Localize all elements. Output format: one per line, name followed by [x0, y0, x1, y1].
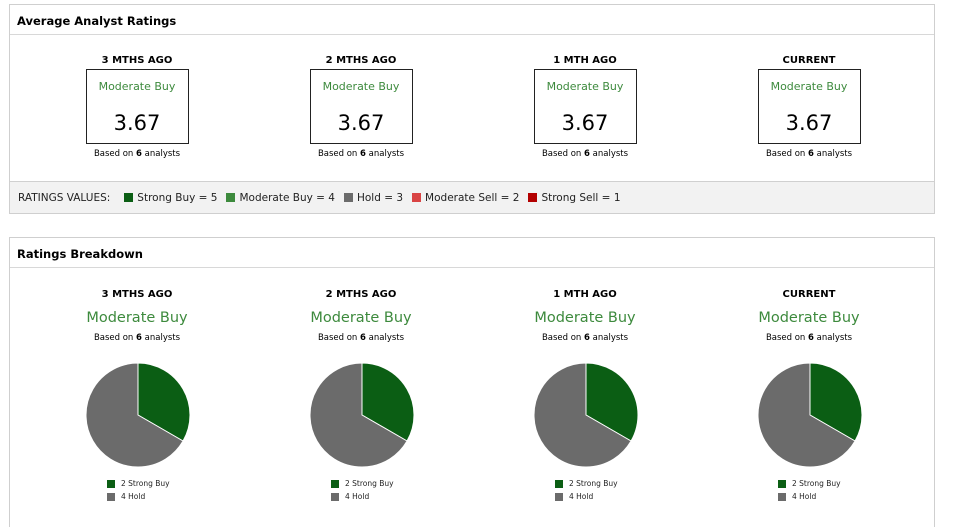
analyst-count-text: Based on 6 analysts	[93, 149, 181, 159]
pie-chart-2-months	[309, 362, 415, 468]
pie-slice-hold	[85, 362, 184, 468]
breakdown-column-3-months: 3 MTHS AGO Moderate Buy Based on 6 analy…	[57, 289, 217, 343]
pie-legend-item-hold: 4 Hold	[107, 490, 170, 503]
pie-slice-strong-buy	[137, 362, 191, 442]
breakdown-column-1-month: 1 MTH AGO Moderate Buy Based on 6 analys…	[505, 289, 665, 343]
swatch-icon	[107, 492, 115, 501]
swatch-icon	[555, 479, 563, 488]
avg-column-1-month: 1 MTH AGO Moderate Buy 3.67 Based on 6 a…	[505, 55, 665, 159]
average-ratings-panel: Average Analyst Ratings 3 MTHS AGO Moder…	[9, 4, 935, 214]
pie-chart-3-months	[85, 362, 191, 468]
analyst-count-text: Based on 6 analysts	[765, 149, 853, 159]
swatch-icon	[331, 479, 339, 488]
pie-legend: 2 Strong Buy 4 Hold	[778, 477, 841, 503]
pie-legend-item-hold: 4 Hold	[555, 490, 618, 503]
rating-box: Moderate Buy 3.67	[533, 69, 637, 144]
pie-legend-item-hold: 4 Hold	[331, 490, 394, 503]
pie-legend-item-strong-buy: 2 Strong Buy	[778, 477, 841, 490]
rating-label: Moderate Buy	[546, 80, 624, 93]
rating-score: 3.67	[785, 111, 833, 135]
rating-score: 3.67	[113, 111, 161, 135]
avg-column-3-months: 3 MTHS AGO Moderate Buy 3.67 Based on 6 …	[57, 55, 217, 159]
swatch-icon	[555, 492, 563, 501]
pie-legend-item-strong-buy: 2 Strong Buy	[331, 477, 394, 490]
analyst-count-text: Based on 6 analysts	[541, 333, 629, 343]
ratings-breakdown-title: Ratings Breakdown	[10, 238, 934, 268]
ratings-values-legend: RATINGS VALUES: Strong Buy = 5 Moderate …	[10, 181, 934, 213]
legend-title: RATINGS VALUES:	[18, 191, 111, 204]
breakdown-column-current: CURRENT Moderate Buy Based on 6 analysts	[729, 289, 889, 343]
swatch-icon	[226, 193, 236, 202]
period-label: 3 MTHS AGO	[101, 55, 173, 66]
period-label: 3 MTHS AGO	[101, 289, 173, 300]
pie-legend-item-strong-buy: 2 Strong Buy	[555, 477, 618, 490]
rating-label: Moderate Buy	[322, 80, 400, 93]
pie-slice-strong-buy	[361, 362, 415, 442]
rating-label: Moderate Buy	[770, 80, 848, 93]
pie-legend: 2 Strong Buy 4 Hold	[331, 477, 394, 503]
period-label: 1 MTH AGO	[553, 289, 617, 300]
swatch-icon	[412, 193, 422, 202]
average-ratings-title: Average Analyst Ratings	[10, 5, 934, 35]
swatch-icon	[778, 479, 786, 488]
pie-slice-hold	[757, 362, 856, 468]
analyst-count-text: Based on 6 analysts	[317, 149, 405, 159]
swatch-icon	[778, 492, 786, 501]
swatch-icon	[331, 492, 339, 501]
rating-label: Moderate Buy	[310, 310, 412, 326]
analyst-count-text: Based on 6 analysts	[541, 149, 629, 159]
pie-chart-1-month	[533, 362, 639, 468]
swatch-icon	[124, 193, 134, 202]
analyst-count-text: Based on 6 analysts	[93, 333, 181, 343]
pie-legend-item-strong-buy: 2 Strong Buy	[107, 477, 170, 490]
pie-chart-current	[757, 362, 863, 468]
legend-item-moderate-buy: Moderate Buy = 4	[226, 192, 335, 204]
swatch-icon	[107, 479, 115, 488]
swatch-icon	[343, 193, 353, 202]
avg-column-2-months: 2 MTHS AGO Moderate Buy 3.67 Based on 6 …	[281, 55, 441, 159]
legend-item-strong-buy: Strong Buy = 5	[124, 192, 217, 204]
rating-box: Moderate Buy 3.67	[85, 69, 189, 144]
rating-box: Moderate Buy 3.67	[309, 69, 413, 144]
analyst-count-text: Based on 6 analysts	[317, 333, 405, 343]
period-label: CURRENT	[782, 289, 836, 300]
swatch-icon	[528, 193, 538, 202]
rating-label: Moderate Buy	[534, 310, 636, 326]
legend-item-strong-sell: Strong Sell = 1	[528, 192, 621, 204]
rating-label: Moderate Buy	[758, 310, 860, 326]
period-label: CURRENT	[782, 55, 836, 66]
pie-slice-hold	[309, 362, 408, 468]
analyst-count-text: Based on 6 analysts	[765, 333, 853, 343]
rating-label: Moderate Buy	[86, 310, 188, 326]
breakdown-column-2-months: 2 MTHS AGO Moderate Buy Based on 6 analy…	[281, 289, 441, 343]
rating-label: Moderate Buy	[98, 80, 176, 93]
rating-score: 3.67	[561, 111, 609, 135]
period-label: 2 MTHS AGO	[325, 289, 397, 300]
pie-legend-item-hold: 4 Hold	[778, 490, 841, 503]
ratings-breakdown-panel: Ratings Breakdown 3 MTHS AGO Moderate Bu…	[9, 237, 935, 527]
avg-column-current: CURRENT Moderate Buy 3.67 Based on 6 ana…	[729, 55, 889, 159]
period-label: 2 MTHS AGO	[325, 55, 397, 66]
pie-legend: 2 Strong Buy 4 Hold	[555, 477, 618, 503]
rating-box: Moderate Buy 3.67	[757, 69, 861, 144]
period-label: 1 MTH AGO	[553, 55, 617, 66]
legend-item-moderate-sell: Moderate Sell = 2	[412, 192, 519, 204]
pie-slice-hold	[533, 362, 632, 468]
pie-slice-strong-buy	[585, 362, 639, 442]
legend-item-hold: Hold = 3	[343, 192, 403, 204]
pie-slice-strong-buy	[809, 362, 863, 442]
rating-score: 3.67	[337, 111, 385, 135]
pie-legend: 2 Strong Buy 4 Hold	[107, 477, 170, 503]
